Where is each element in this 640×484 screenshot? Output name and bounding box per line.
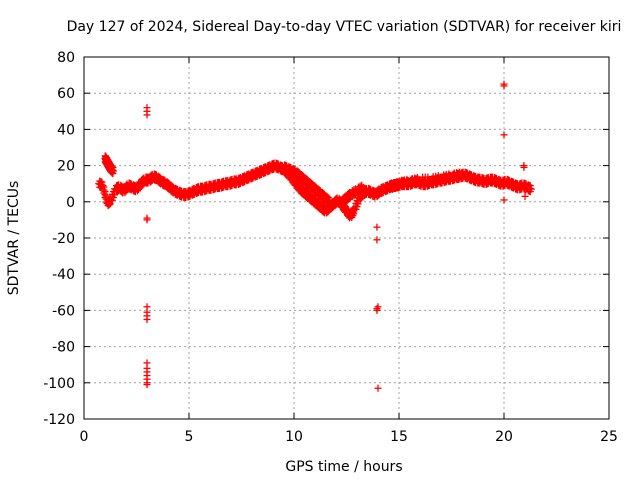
data-point-series-2	[374, 384, 382, 392]
y-axis-label: SDTVAR / TECUs	[6, 181, 22, 296]
data-point-series-2	[143, 111, 151, 119]
data-point-series-1	[458, 171, 466, 179]
x-tick-label: 20	[495, 429, 513, 445]
data-point-series-0	[99, 182, 107, 190]
data-point-series-0	[354, 200, 362, 208]
data-point-series-0	[527, 185, 535, 193]
data-points	[95, 80, 535, 392]
data-point-series-0	[135, 185, 143, 193]
data-point-series-1	[393, 184, 401, 192]
data-point-series-0	[105, 201, 113, 209]
y-tick-label: 40	[57, 122, 75, 138]
data-point-series-0	[101, 188, 109, 196]
chart-title: Day 127 of 2024, Sidereal Day-to-day VTE…	[67, 19, 622, 35]
x-tick-label: 10	[285, 429, 303, 445]
y-tick-label: 0	[66, 195, 75, 211]
data-point-series-0	[100, 183, 108, 191]
data-point-series-1	[109, 167, 117, 175]
y-tick-label: -60	[52, 303, 75, 319]
data-point-series-2	[374, 303, 382, 311]
data-point-series-0	[526, 182, 534, 190]
data-point-series-1	[325, 194, 333, 202]
y-tick-label: -80	[52, 340, 75, 356]
y-tick-label: 20	[57, 159, 75, 175]
x-tick-label: 15	[390, 429, 408, 445]
data-point-series-2	[373, 306, 381, 314]
data-point-series-2	[373, 223, 381, 231]
x-axis-label: GPS time / hours	[285, 459, 402, 475]
data-point-series-1	[359, 183, 367, 191]
x-tick-label: 5	[185, 429, 194, 445]
data-point-series-1	[345, 195, 353, 203]
data-point-series-2	[373, 236, 381, 244]
x-tick-label: 0	[80, 429, 89, 445]
data-point-series-1	[356, 188, 364, 196]
y-tick-label: -40	[52, 267, 75, 283]
y-tick-label: 80	[57, 50, 75, 66]
data-point-series-1	[324, 193, 332, 201]
data-point-series-0	[98, 178, 106, 186]
data-point-series-1	[358, 187, 366, 195]
data-point-series-2	[143, 315, 151, 323]
data-point-series-2	[500, 131, 508, 139]
data-point-series-2	[500, 82, 508, 90]
data-point-series-2	[520, 163, 528, 171]
y-tick-label: -120	[43, 412, 75, 428]
data-point-series-1	[326, 198, 334, 206]
data-point-series-2	[143, 381, 151, 389]
data-point-series-1	[350, 192, 358, 200]
y-tick-label: 60	[57, 86, 75, 102]
axis-ticks: 0 5 10 15 20 25 -120 -100 -80 -60 -40 -20 0 20 40 60 80	[43, 50, 618, 445]
data-point-series-2	[143, 216, 151, 224]
y-tick-label: -100	[43, 376, 75, 392]
grid	[84, 57, 609, 419]
data-point-series-0	[106, 200, 114, 208]
x-tick-label: 25	[600, 429, 618, 445]
data-point-series-2	[500, 196, 508, 204]
data-point-series-0	[357, 194, 365, 202]
y-tick-label: -20	[52, 231, 75, 247]
data-point-series-2	[521, 192, 529, 200]
data-point-series-0	[350, 210, 358, 218]
